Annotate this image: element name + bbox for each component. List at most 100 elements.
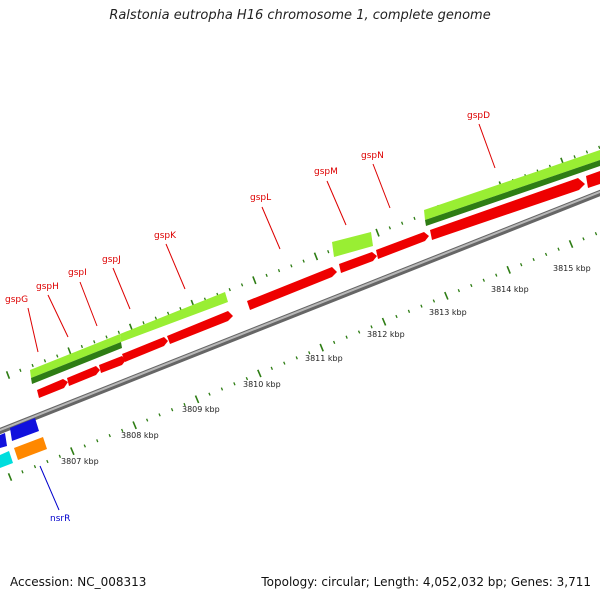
scale-tick (80, 344, 84, 349)
scale-tick (319, 343, 324, 352)
cds-arrow-gspM[interactable] (339, 252, 377, 273)
scale-tick (283, 361, 286, 365)
scale-tick (166, 311, 170, 315)
cds-arrow-next[interactable] (586, 171, 600, 188)
blue-block-1[interactable] (0, 433, 7, 448)
scale-tick (170, 408, 174, 412)
gene-block-gspM[interactable] (332, 232, 373, 257)
gene-label-gspJ[interactable]: gspJ (102, 255, 121, 265)
scale-tick (290, 264, 293, 268)
scale-tick (457, 288, 461, 293)
scale-tick (594, 232, 598, 236)
scale-tick (265, 273, 268, 278)
scale-label: 3807 kbp (61, 457, 99, 466)
gene-label-gspL[interactable]: gspL (250, 193, 271, 203)
genome-summary: Topology: circular; Length: 4,052,032 bp… (261, 575, 591, 589)
scale-tick (240, 283, 244, 287)
blue-block-2[interactable] (10, 418, 39, 441)
gene-label-gspG[interactable]: gspG (5, 295, 28, 305)
cds-arrow-gspD[interactable] (430, 178, 585, 240)
scale-label: 3809 kbp (182, 405, 220, 414)
gene-label-nsrR[interactable]: nsrR (50, 514, 70, 524)
scale-tick (470, 283, 473, 288)
orange-block-nsrR[interactable] (14, 437, 47, 460)
scale-label: 3808 kbp (121, 431, 159, 440)
scale-tick (444, 291, 449, 300)
gene-block-gspI-K[interactable] (120, 292, 228, 342)
scale-tick (407, 309, 411, 313)
scale-tick (58, 454, 62, 458)
scale-tick (67, 347, 72, 356)
gene-label-gspK[interactable]: gspK (154, 231, 177, 241)
scale-tick (56, 354, 59, 358)
scale-tick (96, 439, 99, 443)
cds-arrow-gspG[interactable] (37, 379, 68, 398)
gene-label-gspM[interactable]: gspM (314, 167, 338, 177)
cds-arrow-gspN[interactable] (376, 232, 429, 259)
scale-tick (220, 387, 224, 391)
scale-tick (132, 421, 137, 430)
scale-tick (302, 259, 305, 263)
scale-label: 3812 kbp (367, 330, 405, 339)
scale-tick (183, 402, 186, 407)
cds-arrow-gspL[interactable] (247, 267, 337, 310)
genome-backbone (0, 189, 600, 435)
scale-tick (5, 371, 11, 379)
scale-tick (158, 413, 161, 417)
tick-row-lower (7, 232, 598, 482)
scale-tick (544, 252, 548, 257)
gene-block-gspD-dark (425, 160, 600, 226)
cyan-block[interactable] (0, 451, 13, 468)
scale-tick (46, 459, 49, 464)
scale-tick (108, 433, 111, 438)
gene-track-upper (30, 150, 600, 384)
gene-label-gspD[interactable]: gspD (467, 111, 490, 121)
scale-tick (179, 306, 182, 311)
scale-tick (154, 316, 158, 320)
scale-tick (327, 250, 330, 254)
scale-tick (582, 237, 585, 241)
scale-tick (145, 418, 149, 422)
scale-label: 3815 kbp (553, 264, 591, 273)
scale-tick (332, 340, 336, 345)
cds-arrow-gspI[interactable] (99, 356, 126, 373)
scale-tick (208, 392, 211, 396)
gene-block-gspG-H-dark (31, 342, 122, 384)
cds-arrow-gspJ[interactable] (122, 337, 168, 362)
scale-tick (395, 314, 398, 319)
scale-tick (357, 330, 361, 334)
scale-tick (370, 325, 373, 329)
scale-tick (585, 150, 589, 154)
cds-arrow-gspK[interactable] (167, 311, 233, 344)
scale-tick (19, 368, 22, 372)
scale-tick (257, 369, 262, 378)
scale-tick (557, 247, 560, 251)
gene-block-gspG-H[interactable] (30, 334, 121, 378)
gene-label-gspH[interactable]: gspH (36, 282, 59, 292)
scale-tick (420, 304, 423, 308)
scale-tick (432, 299, 436, 303)
gene-label-gspN[interactable]: gspN (361, 151, 384, 161)
scale-tick (345, 335, 348, 339)
scale-tick (520, 263, 523, 267)
scale-tick (482, 278, 485, 282)
cds-arrow-gspH[interactable] (67, 366, 100, 386)
scale-tick (375, 228, 380, 237)
gene-label-gspI[interactable]: gspI (68, 268, 87, 278)
scale-tick (506, 265, 511, 274)
scale-tick (400, 221, 404, 225)
scale-tick (532, 257, 535, 262)
scale-label: 3813 kbp (429, 308, 467, 317)
gene-block-gspD[interactable] (424, 150, 600, 220)
scale-label: 3811 kbp (305, 354, 343, 363)
scale-tick (7, 472, 13, 482)
scale-tick (245, 376, 249, 381)
scale-tick (308, 351, 311, 355)
scale-tick (21, 470, 24, 474)
scale-tick (388, 226, 392, 230)
scale-tick (83, 444, 86, 448)
map-title: Ralstonia eutropha H16 chromosome 1, com… (109, 8, 491, 23)
scale-tick (117, 330, 121, 334)
scale-tick (233, 382, 236, 386)
